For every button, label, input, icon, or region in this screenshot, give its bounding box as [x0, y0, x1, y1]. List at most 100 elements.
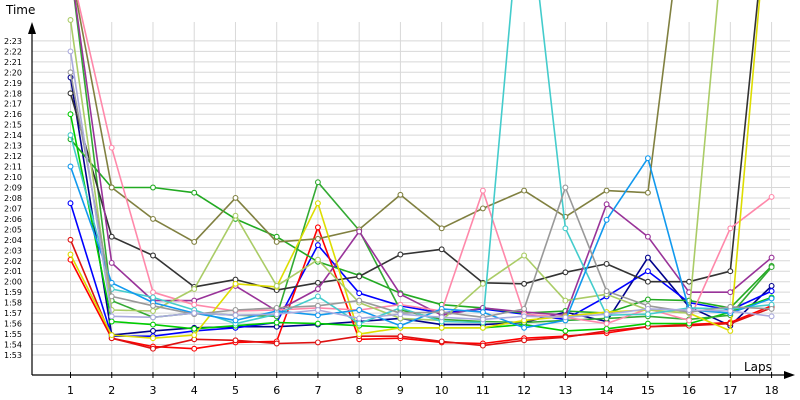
- data-point: [191, 332, 198, 339]
- x-tick-label: 13: [558, 384, 572, 397]
- data-point: [273, 319, 280, 326]
- y-tick-label: 2:23: [4, 37, 22, 46]
- data-point: [191, 325, 198, 332]
- data-point: [562, 269, 569, 276]
- series-line: [69, 202, 772, 338]
- data-point: [191, 345, 198, 352]
- y-tick-label: 2:22: [4, 47, 22, 56]
- x-tick-label: 10: [435, 384, 449, 397]
- data-point: [314, 320, 321, 327]
- data-point: [768, 305, 775, 312]
- data-point: [603, 201, 610, 208]
- data-point: [644, 254, 651, 261]
- y-axis-arrow-icon: [28, 22, 36, 34]
- data-point: [644, 320, 651, 327]
- x-tick-label: 17: [723, 384, 737, 397]
- y-tick-label: 2:11: [4, 163, 22, 172]
- data-point: [686, 317, 693, 324]
- data-point: [67, 200, 74, 207]
- data-point: [438, 324, 445, 331]
- data-point: [314, 242, 321, 249]
- data-point: [356, 228, 363, 235]
- data-point: [603, 311, 610, 318]
- data-point: [603, 288, 610, 295]
- series-3: [67, 224, 775, 352]
- x-tick-label: 5: [232, 384, 239, 397]
- data-point: [150, 321, 156, 328]
- data-point: [768, 254, 775, 261]
- x-tick-label: 11: [476, 384, 490, 397]
- data-point: [356, 320, 363, 327]
- series-line: [69, 0, 759, 291]
- data-point: [397, 191, 404, 198]
- data-point: [232, 307, 239, 313]
- data-point: [314, 339, 321, 346]
- data-point: [356, 273, 363, 280]
- data-point: [397, 311, 404, 318]
- data-point: [150, 184, 156, 191]
- data-point: [438, 225, 445, 232]
- data-point: [191, 189, 198, 196]
- y-tick-label: 1:59: [4, 288, 22, 297]
- data-point: [314, 256, 321, 263]
- data-point: [562, 334, 569, 341]
- data-point: [644, 305, 651, 312]
- data-point: [67, 69, 74, 76]
- x-tick-label: 18: [765, 384, 779, 397]
- series-line: [69, 157, 772, 329]
- data-point: [150, 294, 156, 301]
- data-point: [356, 290, 363, 297]
- data-point: [108, 293, 115, 300]
- x-tick-label: 14: [600, 384, 614, 397]
- data-point: [644, 311, 651, 318]
- data-point: [562, 184, 569, 191]
- data-point: [686, 278, 693, 285]
- x-tick-label: 15: [641, 384, 655, 397]
- data-point: [603, 325, 610, 332]
- data-point: [356, 297, 363, 304]
- x-tick-label: 7: [314, 384, 321, 397]
- data-point: [397, 304, 404, 311]
- data-point: [108, 313, 115, 320]
- y-tick-label: 2:04: [4, 236, 22, 245]
- x-tick-label: 12: [517, 384, 531, 397]
- series-line: [69, 0, 719, 322]
- data-point: [479, 280, 486, 287]
- data-point: [397, 322, 404, 329]
- data-point: [150, 345, 156, 352]
- data-point: [67, 132, 74, 139]
- data-point: [768, 313, 775, 320]
- data-point: [108, 184, 115, 191]
- data-point: [603, 216, 610, 223]
- data-point: [273, 311, 280, 318]
- data-point: [314, 224, 321, 231]
- x-axis-title: Laps: [744, 360, 772, 374]
- y-tick-label: 2:00: [4, 278, 22, 287]
- y-tick-label: 2:20: [4, 68, 22, 77]
- series-line: [69, 77, 773, 336]
- y-tick-label: 1:53: [4, 351, 22, 360]
- data-point: [314, 235, 321, 242]
- data-point: [150, 335, 156, 342]
- data-point: [150, 327, 156, 334]
- data-point: [150, 302, 156, 309]
- data-point: [273, 304, 280, 311]
- y-tick-label: 1:56: [4, 320, 22, 329]
- data-point: [438, 338, 445, 345]
- data-point: [479, 324, 486, 331]
- data-point: [438, 246, 445, 253]
- data-point: [644, 155, 651, 162]
- data-point: [273, 238, 280, 245]
- data-point: [150, 252, 156, 259]
- series-line: [69, 0, 772, 325]
- y-tick-label: 2:06: [4, 215, 22, 224]
- data-point: [67, 163, 74, 170]
- data-point: [768, 295, 775, 302]
- data-point: [314, 293, 321, 300]
- data-point: [479, 342, 486, 349]
- data-point: [438, 314, 445, 321]
- data-point: [356, 331, 363, 338]
- y-tick-label: 2:05: [4, 225, 22, 234]
- data-point: [356, 307, 363, 313]
